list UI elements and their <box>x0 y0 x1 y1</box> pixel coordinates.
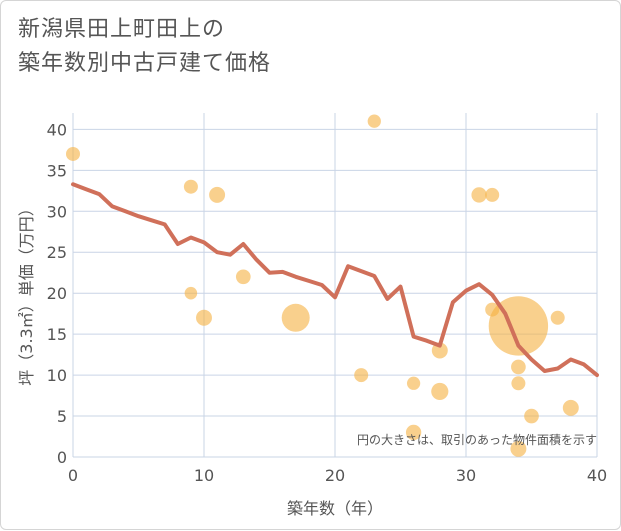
bubble-series <box>66 114 579 457</box>
chart-title-line1: 新潟県田上町田上の <box>18 17 226 42</box>
trend-line <box>71 182 599 378</box>
x-tick-labels: 0 10 20 30 40 <box>68 466 607 485</box>
x-tick-label: 40 <box>587 466 607 485</box>
size-note: 円の大きさは、取引のあった物件面積を示す <box>357 432 597 447</box>
bubble-point <box>510 440 527 457</box>
y-tick-label: 30 <box>47 202 67 221</box>
x-tick-label: 10 <box>194 466 214 485</box>
y-tick-label: 25 <box>47 243 67 262</box>
y-tick-label: 0 <box>57 448 67 467</box>
bubble-point <box>184 286 198 300</box>
bubble-point <box>485 187 500 202</box>
bubble-point <box>524 408 539 424</box>
bubble-point <box>511 376 526 391</box>
bubble-point <box>562 399 579 416</box>
bubble-point <box>406 376 421 390</box>
x-tick-label: 30 <box>456 466 476 485</box>
bubble-point <box>431 342 448 359</box>
bubble-point <box>66 146 80 161</box>
bubble-point <box>196 309 212 326</box>
y-tick-label: 10 <box>47 366 67 385</box>
bubble-point <box>471 187 487 203</box>
bubble-point <box>183 179 198 194</box>
bubble-point <box>235 269 251 285</box>
bubble-point <box>209 186 226 203</box>
chart-title: 新潟県田上町田上の 築年数別中古戸建て価格 <box>18 13 271 81</box>
x-tick-label: 20 <box>325 466 345 485</box>
grid-lines <box>72 113 598 458</box>
bubble-point <box>367 114 381 128</box>
y-tick-labels: 0 5 10 15 20 25 30 35 40 <box>47 120 67 467</box>
y-tick-label: 20 <box>47 284 67 303</box>
chart-title-line2: 築年数別中古戸建て価格 <box>18 51 272 76</box>
y-tick-label: 5 <box>57 407 67 426</box>
bubble-point <box>281 303 310 332</box>
bubble-point <box>405 424 422 441</box>
x-axis-label: 築年数（年） <box>287 499 383 518</box>
bubble-point <box>511 359 526 375</box>
y-tick-label: 40 <box>47 120 67 139</box>
bubble-point <box>550 310 565 325</box>
y-tick-label: 15 <box>47 325 67 344</box>
y-tick-label: 35 <box>47 161 67 180</box>
bubble-point <box>431 382 449 401</box>
x-tick-label: 0 <box>68 466 78 485</box>
y-axis-label: 坪（3.3㎡）単価（万円） <box>17 200 36 385</box>
bubble-point <box>354 368 369 383</box>
